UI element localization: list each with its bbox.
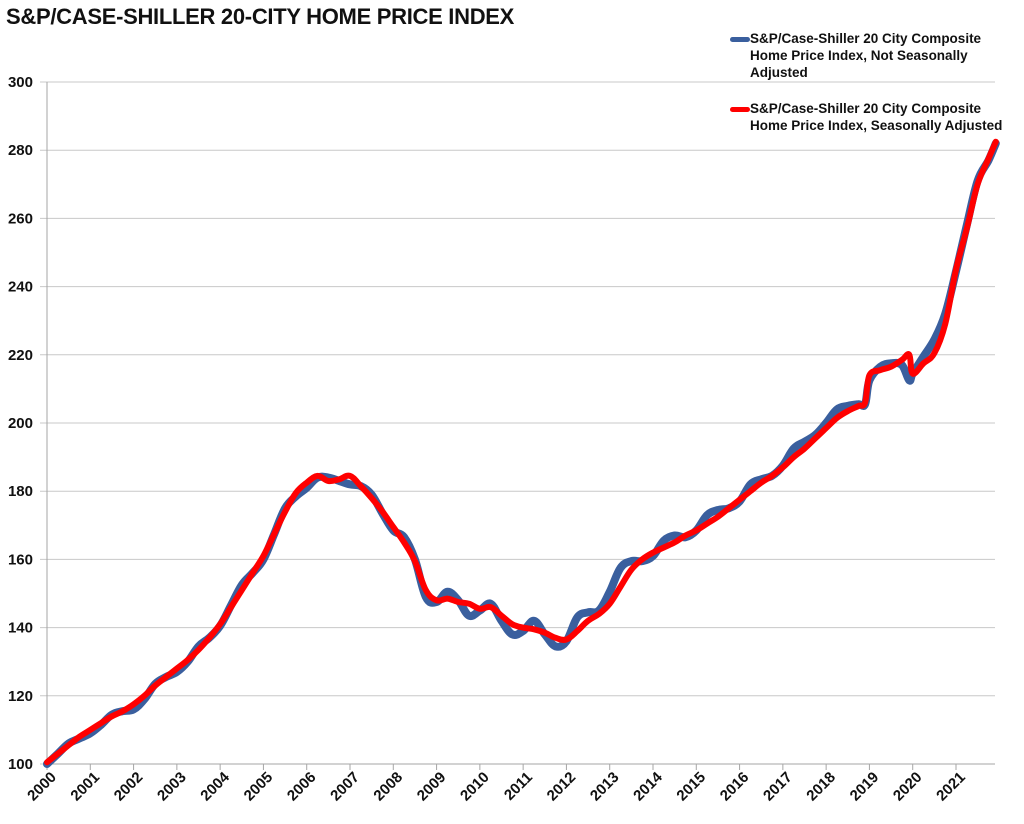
legend-label: S&P/Case-Shiller 20 City Composite Home … bbox=[750, 31, 982, 80]
chart-title: S&P/CASE-SHILLER 20-CITY HOME PRICE INDE… bbox=[6, 4, 515, 29]
legend-swatch-red bbox=[730, 107, 750, 112]
x-tick-label-2006: 2006 bbox=[284, 769, 320, 805]
y-tick-label-100: 100 bbox=[8, 756, 33, 773]
y-axis-tick-labels: 100 120 140 160 180 200 220 240 260 280 300 bbox=[8, 74, 33, 773]
y-tick-label-260: 260 bbox=[8, 210, 33, 227]
x-tick-label-2011: 2011 bbox=[501, 769, 536, 804]
x-tick-label-2014: 2014 bbox=[630, 768, 666, 804]
y-tick-label-200: 200 bbox=[8, 415, 33, 432]
x-tick-label-2017: 2017 bbox=[760, 769, 796, 805]
y-tick-label-280: 280 bbox=[8, 142, 33, 159]
x-tick-label-2000: 2000 bbox=[24, 769, 60, 805]
legend-label: S&P/Case-Shiller 20 City Composite Home … bbox=[750, 101, 1003, 133]
legend-swatch-blue bbox=[730, 37, 750, 42]
axes bbox=[46, 82, 995, 770]
x-tick-label-2001: 2001 bbox=[67, 769, 103, 805]
x-tick-label-2008: 2008 bbox=[370, 769, 406, 805]
x-tick-label-2015: 2015 bbox=[673, 769, 709, 805]
y-tick-label-240: 240 bbox=[8, 279, 33, 296]
y-tick-label-300: 300 bbox=[8, 74, 33, 91]
x-tick-label-2018: 2018 bbox=[803, 769, 839, 805]
x-tick-label-2016: 2016 bbox=[717, 769, 753, 805]
y-tick-label-160: 160 bbox=[8, 551, 33, 568]
x-tick-label-2005: 2005 bbox=[241, 769, 277, 805]
series-line-not-seasonally-adjusted bbox=[43, 139, 1000, 768]
y-tick-label-120: 120 bbox=[8, 688, 33, 705]
x-tick-label-2020: 2020 bbox=[890, 769, 926, 805]
x-tick-label-2012: 2012 bbox=[544, 769, 580, 805]
series-lines bbox=[43, 138, 1000, 768]
x-tick-label-2007: 2007 bbox=[327, 769, 363, 805]
y-tick-label-180: 180 bbox=[8, 483, 33, 500]
x-tick-label-2021: 2021 bbox=[933, 769, 969, 805]
x-tick-label-2004: 2004 bbox=[197, 768, 233, 804]
series-line-seasonally-adjusted bbox=[44, 138, 999, 766]
legend-item-not-seasonally-adjusted: S&P/Case-Shiller 20 City Composite Home … bbox=[730, 30, 1020, 81]
x-tick-label-2009: 2009 bbox=[414, 769, 450, 805]
x-tick-label-2013: 2013 bbox=[587, 769, 623, 805]
x-tick-label-2010: 2010 bbox=[457, 769, 493, 805]
y-tick-label-220: 220 bbox=[8, 347, 33, 364]
x-axis-tick-labels: 2000 2001 2002 2003 2004 2005 2006 2007 2008 2009… bbox=[24, 768, 969, 804]
y-tick-label-140: 140 bbox=[8, 620, 33, 637]
x-tick-label-2003: 2003 bbox=[154, 769, 190, 805]
x-tick-label-2019: 2019 bbox=[847, 769, 883, 805]
x-tick-label-2002: 2002 bbox=[111, 769, 147, 805]
legend-item-seasonally-adjusted: S&P/Case-Shiller 20 City Composite Home … bbox=[730, 100, 1020, 134]
